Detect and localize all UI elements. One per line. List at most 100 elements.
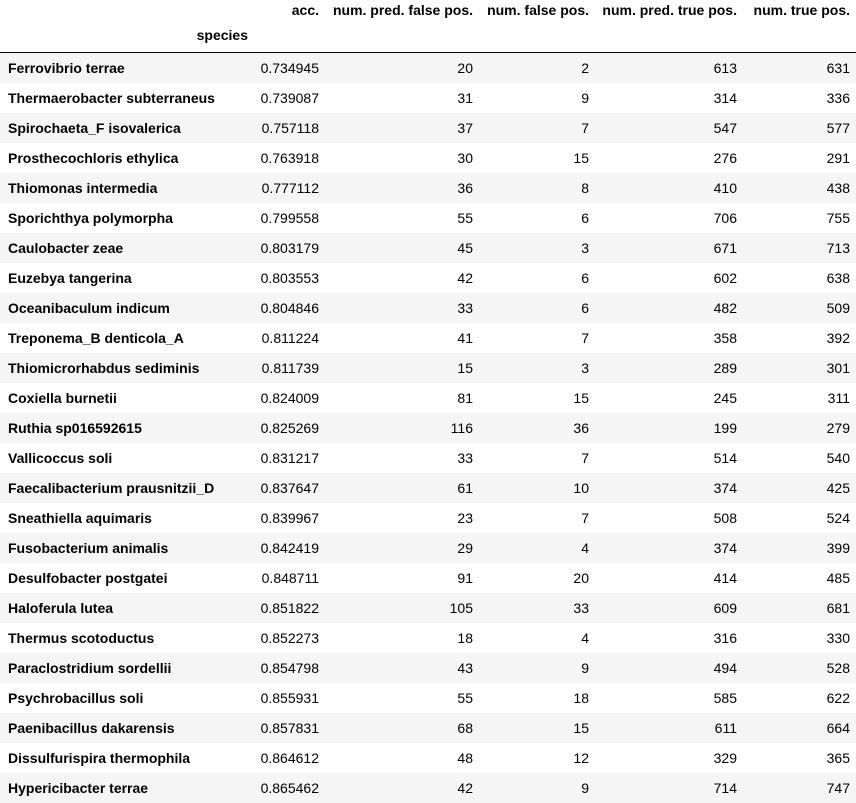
acc-cell: 0.831217 — [254, 443, 325, 473]
false-pos-cell: 7 — [479, 503, 595, 533]
pred-false-pos-cell: 31 — [325, 83, 479, 113]
column-header-num-true-pos: num. true pos. — [743, 0, 856, 18]
pred-false-pos-cell: 29 — [325, 533, 479, 563]
species-cell: Faecalibacterium prausnitzii_D — [0, 473, 254, 503]
false-pos-cell: 2 — [479, 53, 595, 84]
acc-cell: 0.811739 — [254, 353, 325, 383]
table-header: acc. num. pred. false pos. num. false po… — [0, 0, 856, 53]
species-cell: Paenibacillus dakarensis — [0, 713, 254, 743]
species-cell: Coxiella burnetii — [0, 383, 254, 413]
species-cell: Psychrobacillus soli — [0, 683, 254, 713]
pred-false-pos-cell: 45 — [325, 233, 479, 263]
pred-true-pos-cell: 314 — [595, 83, 743, 113]
pred-true-pos-cell: 714 — [595, 773, 743, 803]
true-pos-cell: 392 — [743, 323, 856, 353]
pred-false-pos-cell: 41 — [325, 323, 479, 353]
index-header-empty — [595, 18, 743, 53]
pred-false-pos-cell: 81 — [325, 383, 479, 413]
pred-false-pos-cell: 116 — [325, 413, 479, 443]
acc-cell: 0.848711 — [254, 563, 325, 593]
species-cell: Desulfobacter postgatei — [0, 563, 254, 593]
species-cell: Thermus scotoductus — [0, 623, 254, 653]
false-pos-cell: 18 — [479, 683, 595, 713]
false-pos-cell: 9 — [479, 653, 595, 683]
pred-false-pos-cell: 55 — [325, 203, 479, 233]
pred-true-pos-cell: 602 — [595, 263, 743, 293]
true-pos-cell: 631 — [743, 53, 856, 84]
acc-cell: 0.864612 — [254, 743, 325, 773]
acc-cell: 0.839967 — [254, 503, 325, 533]
false-pos-cell: 10 — [479, 473, 595, 503]
species-cell: Thiomonas intermedia — [0, 173, 254, 203]
pred-true-pos-cell: 374 — [595, 533, 743, 563]
false-pos-cell: 36 — [479, 413, 595, 443]
pred-true-pos-cell: 611 — [595, 713, 743, 743]
false-pos-cell: 12 — [479, 743, 595, 773]
pred-false-pos-cell: 55 — [325, 683, 479, 713]
pred-false-pos-cell: 33 — [325, 443, 479, 473]
index-header-empty — [479, 18, 595, 53]
pred-true-pos-cell: 199 — [595, 413, 743, 443]
acc-cell: 0.739087 — [254, 83, 325, 113]
false-pos-cell: 6 — [479, 203, 595, 233]
column-header-num-pred-false-pos: num. pred. false pos. — [325, 0, 479, 18]
acc-cell: 0.837647 — [254, 473, 325, 503]
pred-false-pos-cell: 33 — [325, 293, 479, 323]
column-header-num-false-pos: num. false pos. — [479, 0, 595, 18]
pred-false-pos-cell: 37 — [325, 113, 479, 143]
true-pos-cell: 755 — [743, 203, 856, 233]
false-pos-cell: 3 — [479, 233, 595, 263]
false-pos-cell: 7 — [479, 443, 595, 473]
true-pos-cell: 485 — [743, 563, 856, 593]
false-pos-cell: 15 — [479, 383, 595, 413]
column-header-acc: acc. — [254, 0, 325, 18]
true-pos-cell: 524 — [743, 503, 856, 533]
species-cell: Ruthia sp016592615 — [0, 413, 254, 443]
species-cell: Sporichthya polymorpha — [0, 203, 254, 233]
pred-true-pos-cell: 508 — [595, 503, 743, 533]
species-cell: Spirochaeta_F isovalerica — [0, 113, 254, 143]
acc-cell: 0.842419 — [254, 533, 325, 563]
pred-true-pos-cell: 276 — [595, 143, 743, 173]
column-header-num-pred-true-pos: num. pred. true pos. — [595, 0, 743, 18]
species-cell: Hypericibacter terrae — [0, 773, 254, 803]
true-pos-cell: 622 — [743, 683, 856, 713]
pred-true-pos-cell: 514 — [595, 443, 743, 473]
species-cell: Paraclostridium sordellii — [0, 653, 254, 683]
acc-cell: 0.734945 — [254, 53, 325, 84]
acc-cell: 0.851822 — [254, 593, 325, 623]
acc-cell: 0.852273 — [254, 623, 325, 653]
true-pos-cell: 291 — [743, 143, 856, 173]
species-cell: Ferrovibrio terrae — [0, 53, 254, 84]
acc-cell: 0.799558 — [254, 203, 325, 233]
true-pos-cell: 681 — [743, 593, 856, 623]
index-name-header: species — [0, 18, 254, 53]
column-header-row: acc. num. pred. false pos. num. false po… — [0, 0, 856, 18]
acc-cell: 0.857831 — [254, 713, 325, 743]
true-pos-cell: 540 — [743, 443, 856, 473]
species-cell: Euzebya tangerina — [0, 263, 254, 293]
false-pos-cell: 4 — [479, 623, 595, 653]
acc-cell: 0.855931 — [254, 683, 325, 713]
true-pos-cell: 336 — [743, 83, 856, 113]
species-cell: Treponema_B denticola_A — [0, 323, 254, 353]
pred-false-pos-cell: 42 — [325, 263, 479, 293]
false-pos-cell: 9 — [479, 83, 595, 113]
species-cell: Dissulfurispira thermophila — [0, 743, 254, 773]
pred-false-pos-cell: 91 — [325, 563, 479, 593]
pred-true-pos-cell: 410 — [595, 173, 743, 203]
false-pos-cell: 7 — [479, 323, 595, 353]
